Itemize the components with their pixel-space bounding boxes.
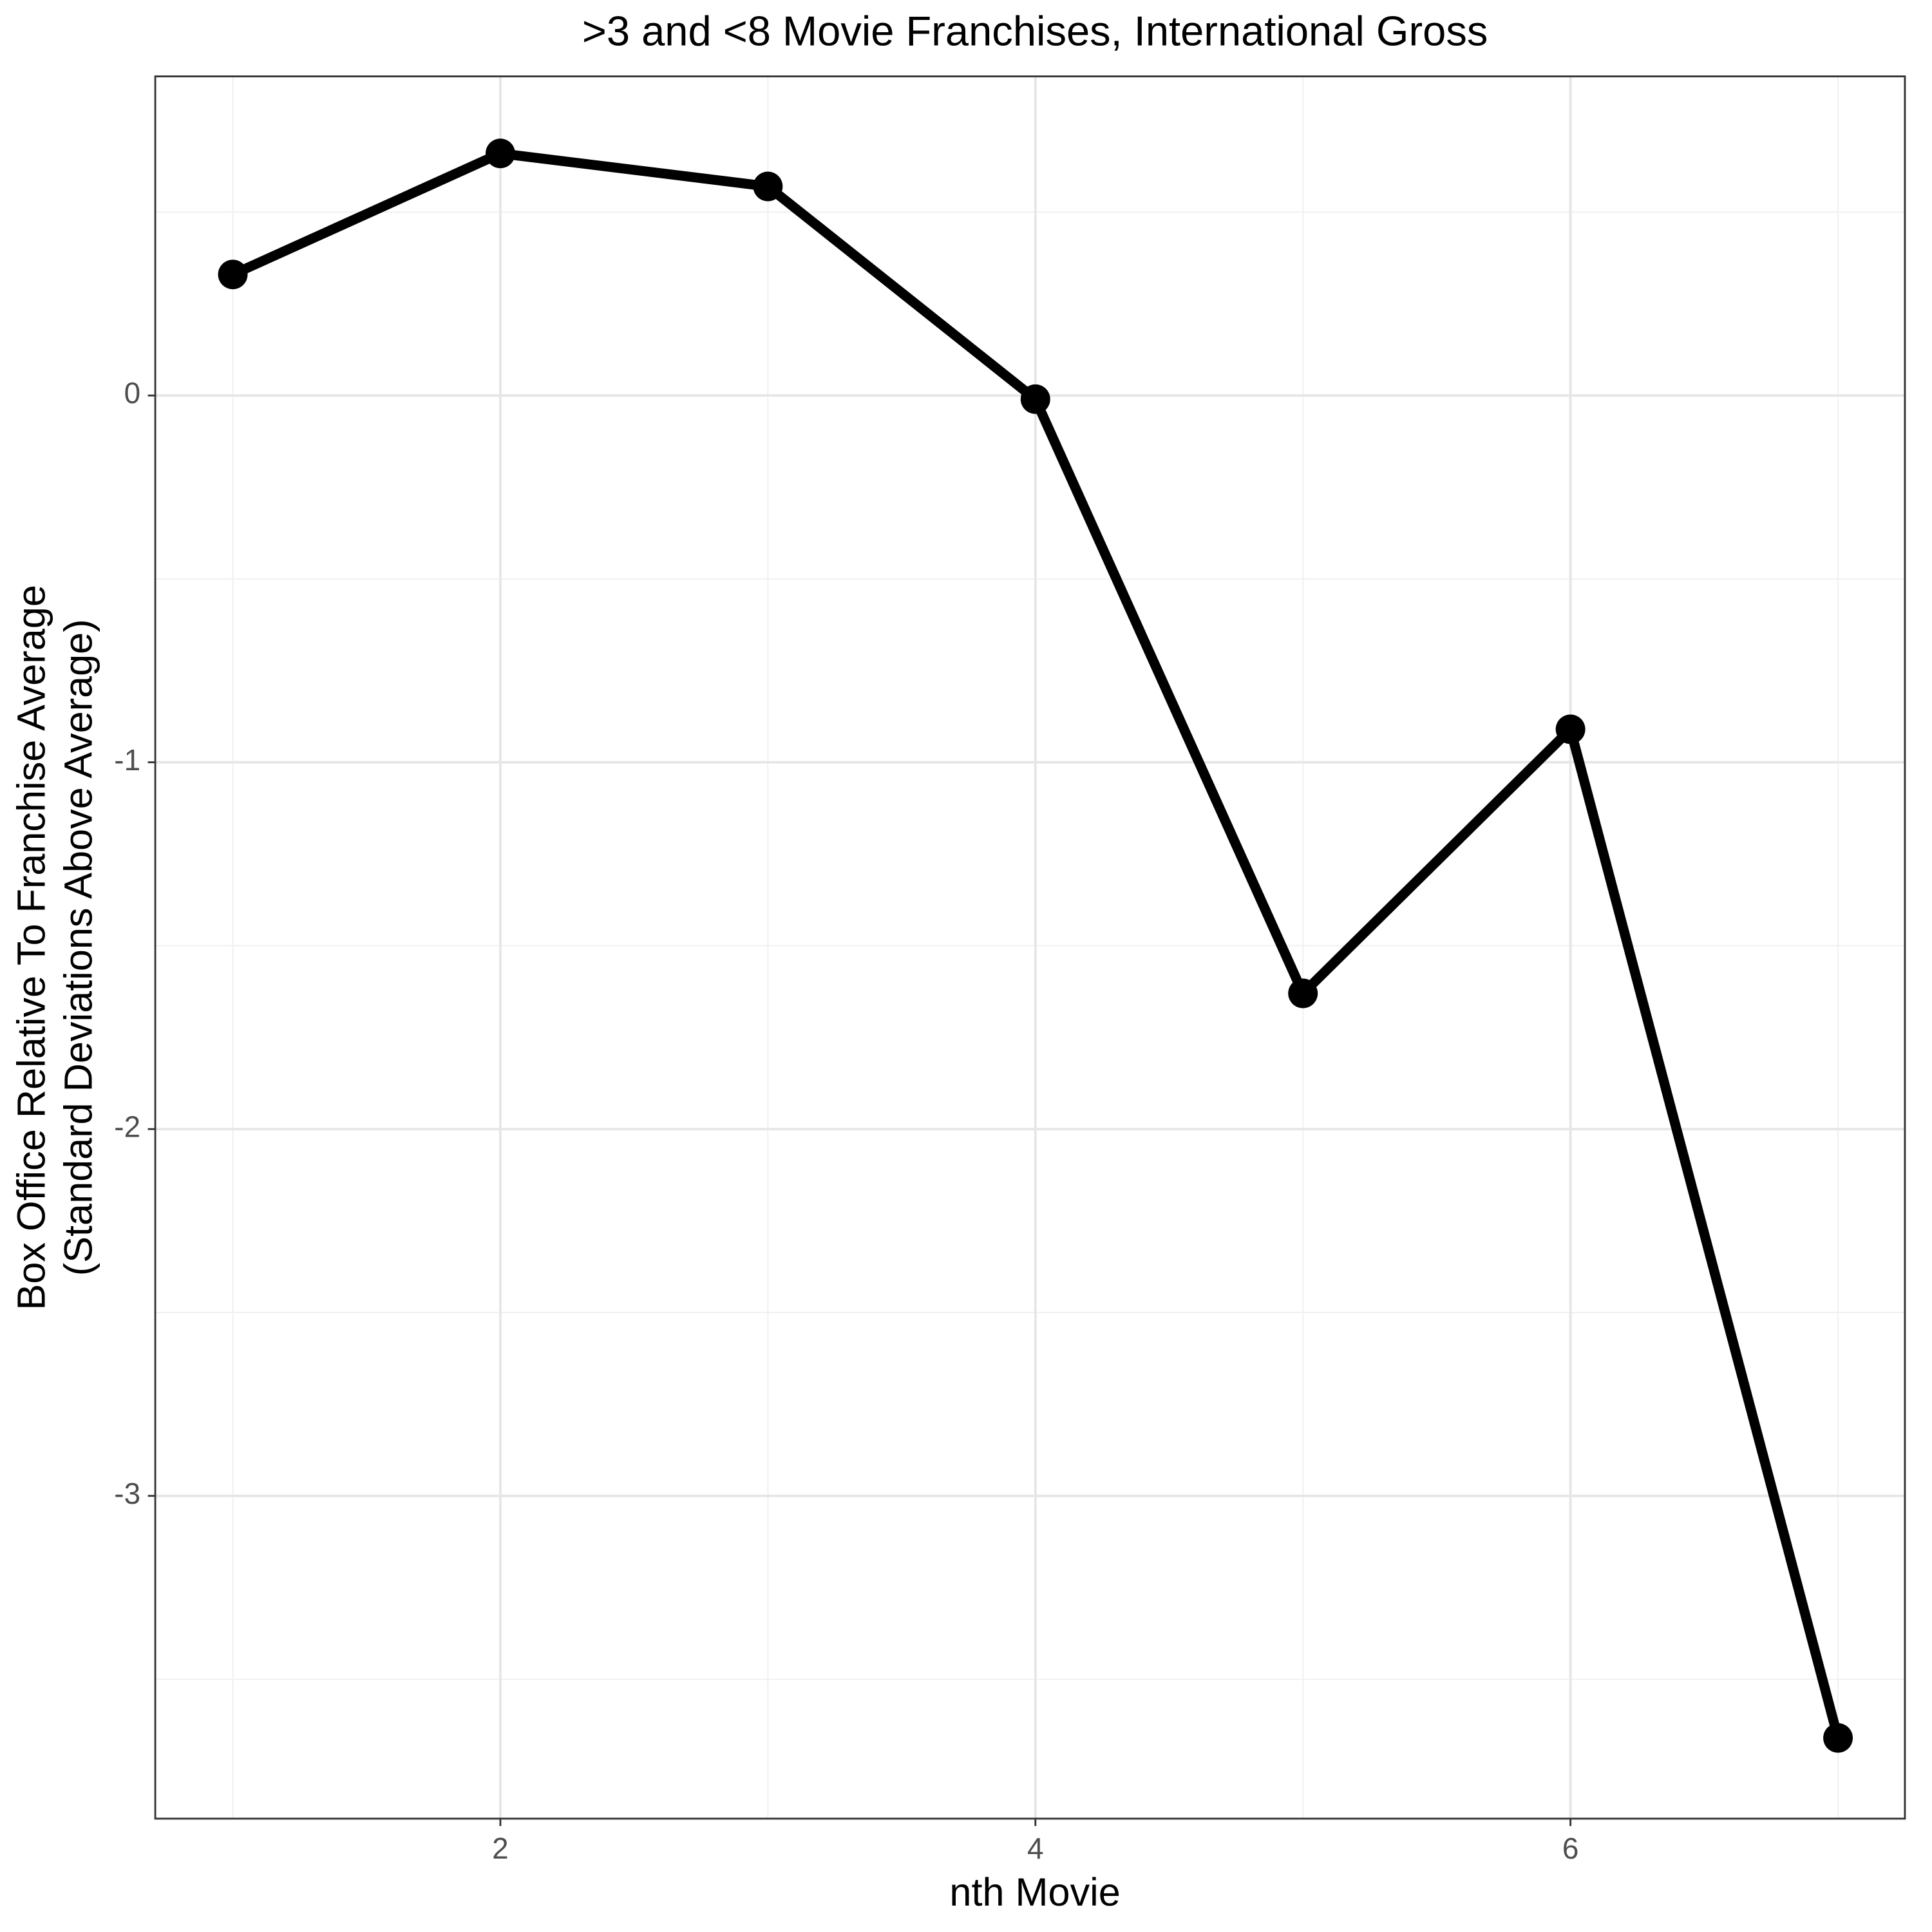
y-tick-label: -2 [114, 1110, 140, 1143]
y-tick-label: 0 [124, 376, 141, 410]
x-axis-title: nth Movie [949, 1870, 1120, 1914]
point [753, 171, 783, 202]
panel-border [154, 75, 1906, 1820]
y-tick-label: -1 [114, 743, 140, 777]
point [1020, 384, 1050, 414]
point [486, 138, 515, 169]
y-tick-label: -3 [114, 1477, 140, 1510]
point [1823, 1723, 1853, 1753]
point [1288, 978, 1318, 1009]
point [218, 260, 248, 290]
x-tick-label: 4 [1027, 1832, 1044, 1865]
y-axis-title: (Standard Deviations Above Average) [56, 619, 100, 1276]
y-axis-title: Box Office Relative To Franchise Average [10, 585, 53, 1310]
point [1555, 714, 1586, 744]
x-tick-label: 6 [1562, 1832, 1579, 1865]
x-tick-label: 2 [492, 1832, 509, 1865]
chart-title: >3 and <8 Movie Franchises, Internationa… [582, 8, 1488, 55]
